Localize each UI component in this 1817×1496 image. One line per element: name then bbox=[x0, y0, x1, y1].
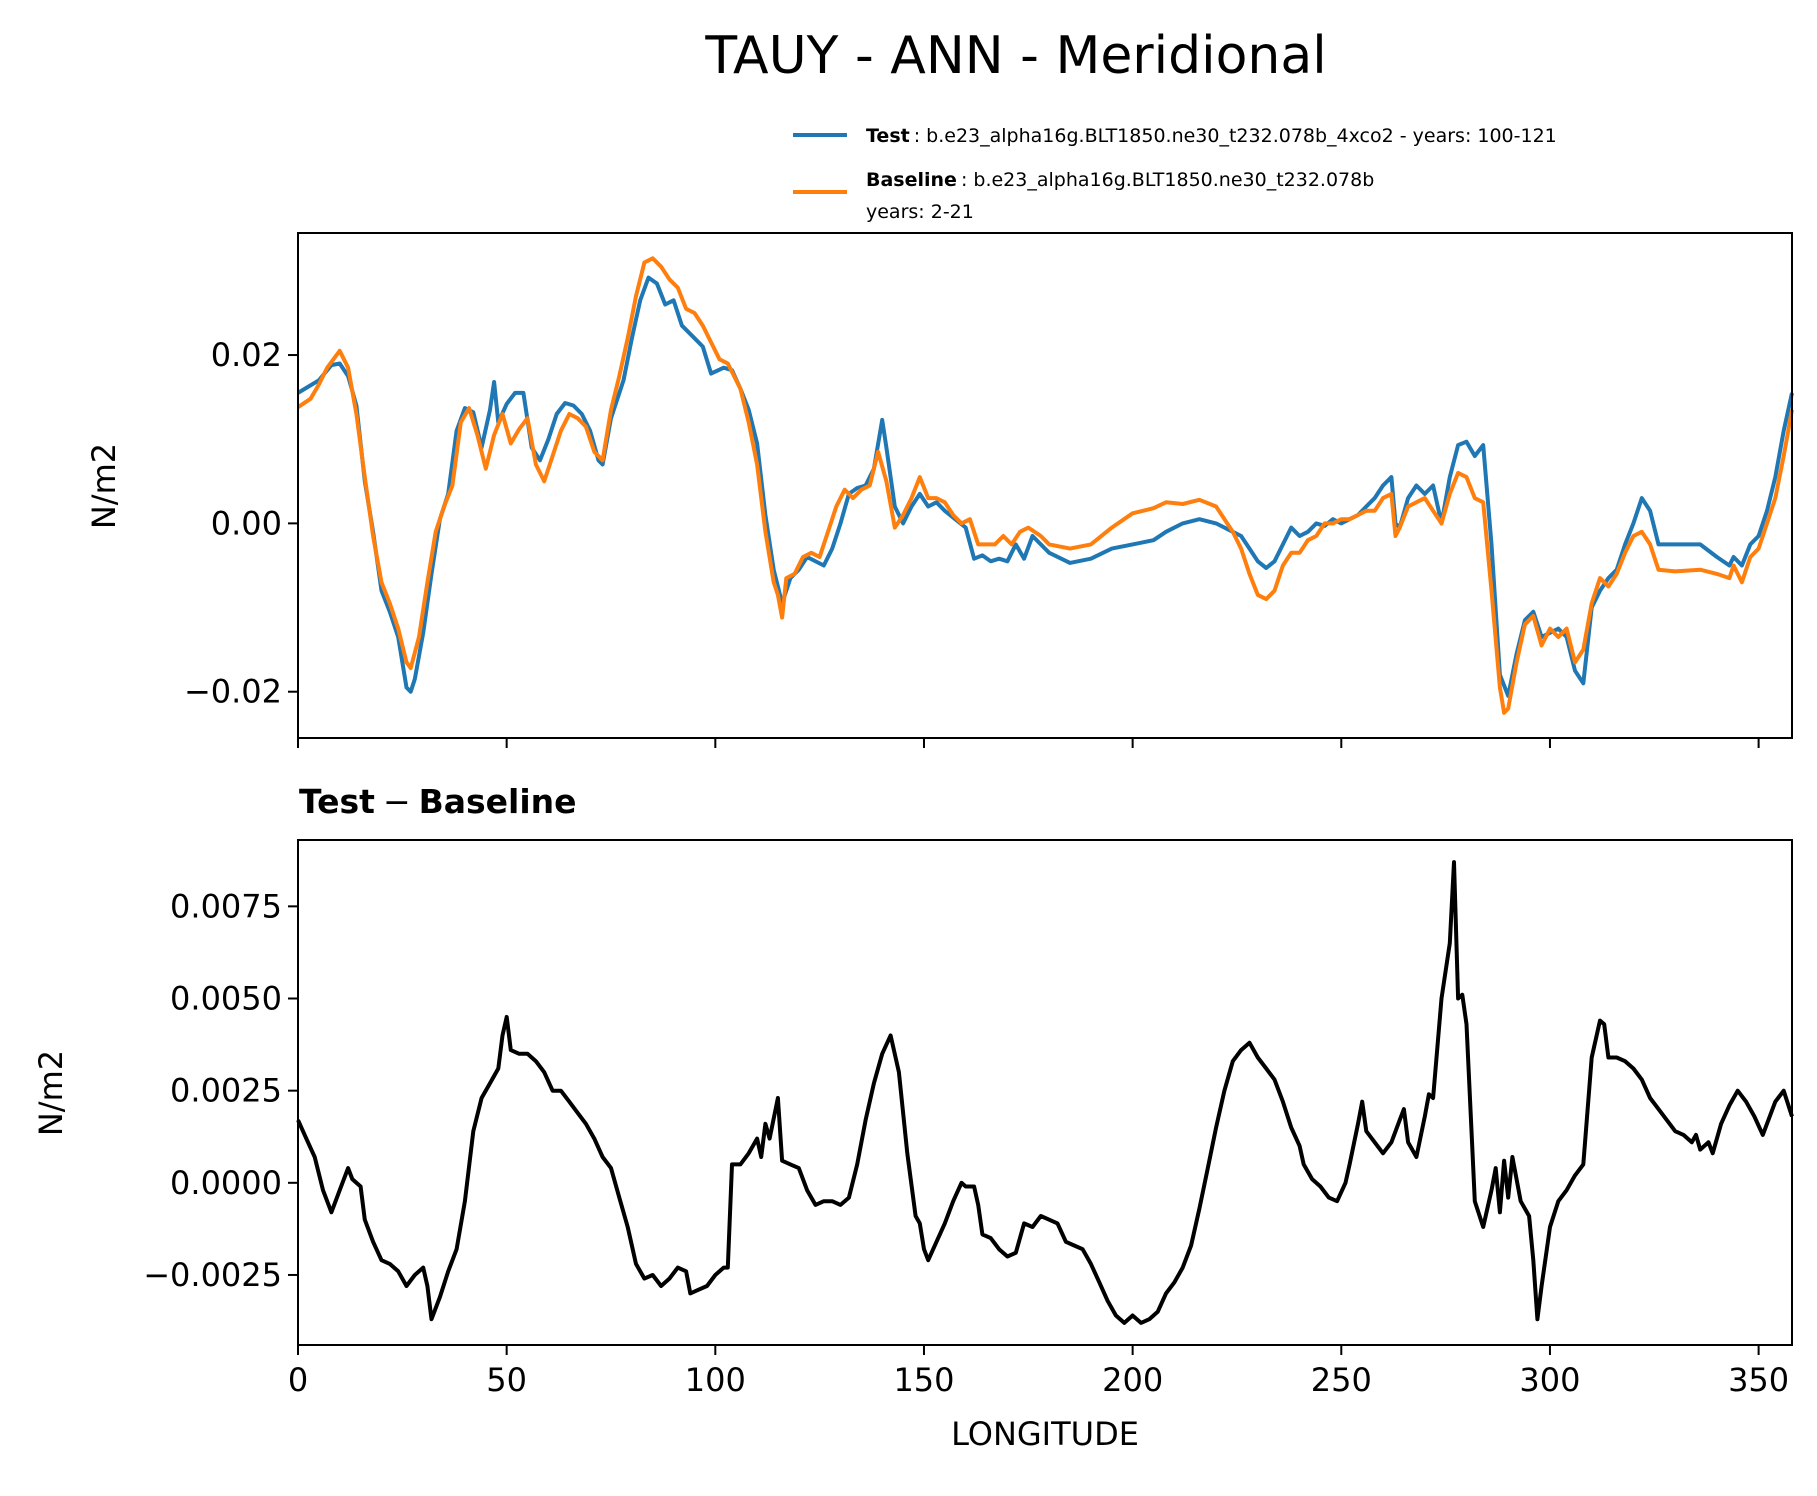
diff-title-minus: − bbox=[383, 782, 411, 821]
bottom-ytick-label: 0.0050 bbox=[170, 980, 282, 1018]
top-plot-lines bbox=[296, 256, 1794, 715]
legend-test-entry: Test: b.e23_alpha16g.BLT1850.ne30_t232.0… bbox=[866, 125, 1557, 147]
bottom-xtick-label: 150 bbox=[893, 1361, 954, 1399]
bottom-xtick-label: 50 bbox=[486, 1361, 527, 1399]
top-ytick-label: −0.02 bbox=[184, 673, 282, 711]
bottom-plot-lines bbox=[296, 860, 1794, 1325]
diff-title-test: Test bbox=[299, 782, 375, 821]
bottom-series-test-baseline bbox=[296, 860, 1794, 1325]
bottom-xtick-label: 350 bbox=[1728, 1361, 1789, 1399]
legend-baseline-entry: Baseline: b.e23_alpha16g.BLT1850.ne30_t2… bbox=[866, 169, 1374, 191]
top-series-baseline bbox=[296, 256, 1794, 715]
figure-title: TAUY - ANN - Meridional bbox=[704, 26, 1326, 86]
top-series-test bbox=[296, 275, 1794, 698]
top-ytick-label: 0.00 bbox=[211, 504, 282, 542]
top-axes-frame bbox=[297, 232, 1793, 739]
bottom-xtick-label: 200 bbox=[1102, 1361, 1163, 1399]
legend-test-name: Test bbox=[866, 125, 910, 147]
bottom-axis-ticks: −0.0025 0.0000 0.0025 0.0050 0.0075 0 50 100 150… bbox=[143, 887, 1789, 1399]
top-axis-ticks: −0.02 0.00 0.02 bbox=[184, 336, 1760, 748]
legend-test-desc: : b.e23_alpha16g.BLT1850.ne30_t232.078b_… bbox=[914, 125, 1557, 147]
top-panel: −0.02 0.00 0.02 N/m2 bbox=[85, 232, 1794, 748]
bottom-xtick-label: 100 bbox=[685, 1361, 746, 1399]
diff-title: Test − Baseline bbox=[299, 782, 577, 821]
diff-title-baseline: Baseline bbox=[419, 782, 577, 821]
top-ytick-label: 0.02 bbox=[211, 336, 282, 374]
top-ylabel: N/m2 bbox=[85, 443, 123, 529]
legend: Test: b.e23_alpha16g.BLT1850.ne30_t232.0… bbox=[793, 125, 1557, 223]
bottom-ylabel: N/m2 bbox=[32, 1050, 70, 1136]
bottom-panel: Test − Baseline −0.0025 0.0000 0.0025 0.0050 0… bbox=[32, 782, 1794, 1453]
legend-baseline-desc: : b.e23_alpha16g.BLT1850.ne30_t232.078b bbox=[961, 169, 1374, 191]
bottom-axes-frame bbox=[297, 839, 1793, 1346]
bottom-ytick-label: 0.0075 bbox=[170, 887, 282, 925]
bottom-ytick-label: 0.0025 bbox=[170, 1072, 282, 1110]
legend-baseline-years: years: 2-21 bbox=[866, 201, 974, 223]
bottom-xtick-label: 250 bbox=[1311, 1361, 1372, 1399]
bottom-xtick-label: 300 bbox=[1519, 1361, 1580, 1399]
bottom-xtick-label: 0 bbox=[288, 1361, 308, 1399]
bottom-ytick-label: 0.0000 bbox=[170, 1164, 282, 1202]
bottom-ytick-label: −0.0025 bbox=[143, 1256, 282, 1294]
legend-baseline-name: Baseline bbox=[866, 169, 957, 191]
bottom-xlabel: LONGITUDE bbox=[951, 1415, 1139, 1453]
